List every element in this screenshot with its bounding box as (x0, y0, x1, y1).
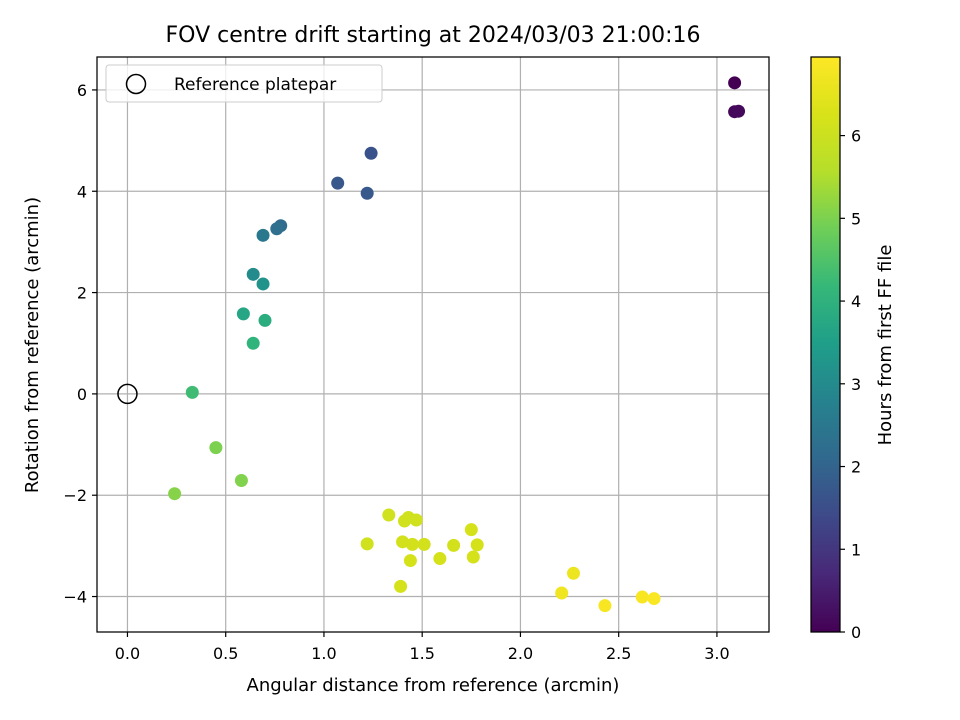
y-tick-label: 2 (77, 284, 87, 303)
plot-frame (96, 56, 770, 633)
data-point (331, 176, 345, 190)
colorbar-tick-label: 2 (851, 458, 861, 477)
data-point (598, 599, 612, 613)
colorbar-gradient (810, 56, 841, 633)
data-point (466, 550, 480, 564)
data-point (209, 441, 223, 455)
y-tick-label: 6 (77, 81, 87, 100)
data-point (566, 566, 580, 580)
colorbar-tick-label: 6 (851, 127, 861, 146)
colorbar-tick-label: 5 (851, 209, 861, 228)
data-point (728, 76, 742, 90)
colorbar: 0 1 2 3 4 5 6 Hours from first FF file (810, 56, 896, 642)
data-point (236, 307, 250, 321)
data-point (185, 385, 199, 399)
colorbar-tick-label: 3 (851, 375, 861, 394)
legend-label-reference-platepar: Reference platepar (174, 75, 336, 95)
data-point (433, 552, 447, 566)
data-points (168, 76, 746, 613)
x-tick-label: 3.0 (704, 644, 729, 663)
legend: Reference platepar (105, 64, 383, 103)
chart-title: FOV centre drift starting at 2024/03/03 … (166, 23, 701, 48)
data-point (360, 537, 374, 551)
data-point (394, 579, 408, 593)
data-point (258, 313, 272, 327)
data-point (470, 538, 484, 552)
x-axis-label: Angular distance from reference (arcmin) (247, 675, 620, 696)
data-point (360, 186, 374, 200)
data-point (447, 538, 461, 552)
colorbar-tick-label: 4 (851, 292, 861, 311)
grid-lines (97, 57, 769, 632)
reference-platepar-marker (117, 383, 138, 405)
y-tick-label: 0 (77, 385, 87, 404)
y-ticks: −4 −2 0 2 4 6 (63, 81, 97, 607)
plot-area (96, 56, 770, 633)
y-tick-label: −2 (63, 486, 87, 505)
x-ticks: 0.0 0.5 1.0 1.5 2.0 2.5 3.0 (115, 632, 730, 663)
colorbar-tick-label: 1 (851, 540, 861, 559)
data-point (256, 228, 270, 242)
x-tick-label: 1.5 (409, 644, 434, 663)
data-point (396, 535, 410, 549)
y-axis-label: Rotation from reference (arcmin) (22, 197, 43, 493)
y-tick-label: −4 (63, 588, 87, 607)
data-point (246, 267, 260, 281)
x-tick-label: 2.0 (508, 644, 533, 663)
data-point (234, 474, 248, 488)
data-point (409, 513, 423, 527)
data-point (417, 537, 431, 551)
data-point (732, 104, 746, 118)
y-tick-label: 4 (77, 182, 87, 201)
data-point (464, 523, 478, 537)
x-tick-label: 0.5 (213, 644, 238, 663)
x-tick-label: 1.0 (311, 644, 336, 663)
colorbar-label: Hours from first FF file (875, 245, 896, 446)
colorbar-tick-label: 0 (851, 623, 861, 642)
data-point (168, 487, 182, 501)
data-point (555, 586, 569, 600)
data-point (382, 508, 396, 522)
data-point (256, 277, 270, 291)
colorbar-ticks: 0 1 2 3 4 5 6 (840, 127, 861, 642)
data-point (635, 590, 649, 604)
data-point (270, 222, 284, 236)
legend-box (105, 64, 383, 103)
data-point (405, 537, 419, 551)
data-point (364, 146, 378, 160)
data-point (647, 592, 661, 606)
x-tick-label: 0.0 (115, 644, 140, 663)
legend-reference-marker (125, 73, 147, 95)
data-point (403, 554, 417, 568)
data-point (246, 336, 260, 350)
x-tick-label: 2.5 (606, 644, 631, 663)
